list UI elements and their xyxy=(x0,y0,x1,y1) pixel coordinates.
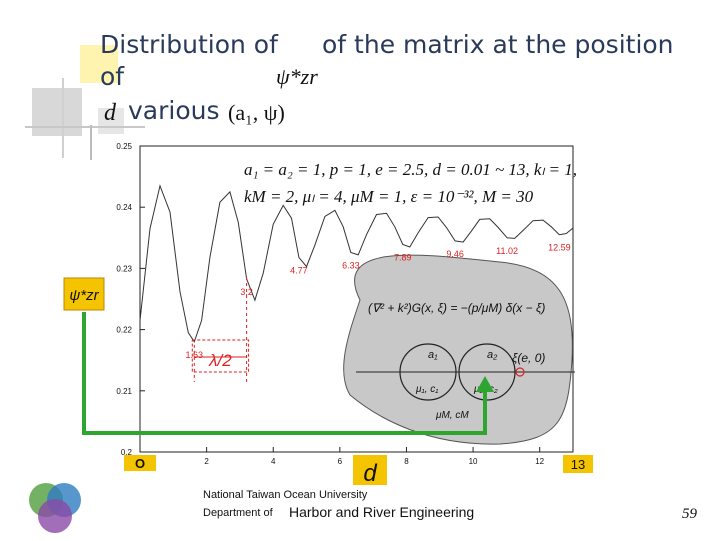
left-axis-symbol: ψ*zr xyxy=(69,287,99,304)
x-tick-label: 8 xyxy=(404,457,409,466)
decor-square-gray xyxy=(32,88,82,136)
trough-label: 12.59 xyxy=(548,243,571,253)
params-line2: kM = 2, μₗ = 4, μM = 1, ε = 10⁻³², M = 3… xyxy=(244,187,534,206)
series-line xyxy=(139,184,574,343)
x-symbol-label: d xyxy=(363,460,377,487)
title-symbol: ψ*zr xyxy=(276,64,318,89)
x-origin-box xyxy=(124,455,156,471)
title-line1b: of the matrix at the position xyxy=(322,30,674,59)
inset-a2: a₂ xyxy=(487,349,498,361)
decor-square-lightgray xyxy=(98,108,124,134)
x-tick-label: 4 xyxy=(271,457,276,466)
title-d: d xyxy=(104,100,116,126)
trough-label: 9.46 xyxy=(446,249,464,259)
footer-dept-prefix: Department of xyxy=(203,507,273,519)
y-tick-label: 0.23 xyxy=(116,264,132,273)
decor-vline xyxy=(62,78,64,158)
half-wave-box xyxy=(191,339,250,373)
inset-source: ξ(e, 0) xyxy=(512,351,545,365)
y-tick-label: 0.22 xyxy=(116,326,132,335)
decor-hline xyxy=(25,126,145,128)
params-line1: a₁ = a₂ = 1, p = 1, e = 2.5, d = 0.01 ~ … xyxy=(244,160,578,179)
trough-label: 11.02 xyxy=(496,246,518,256)
footer-dept: Harbor and River Engineering xyxy=(289,504,475,520)
x-tick-label: 10 xyxy=(469,457,478,466)
green-arrowhead xyxy=(476,376,494,392)
y-tick-label: 0.2 xyxy=(121,448,133,457)
title-line1a: Distribution of xyxy=(100,30,278,59)
inset-region xyxy=(343,254,573,445)
inset-muM: μM, cM xyxy=(435,410,469,421)
title-pair: (a₁, ψ) xyxy=(228,100,285,125)
left-symbol-box xyxy=(63,277,105,311)
trough-label: 7.89 xyxy=(394,253,412,263)
trough-label: 4.77 xyxy=(290,265,308,275)
inset-equation: (∇² + k²)G(x, ξ) = −(p/μM) δ(x − ξ) xyxy=(368,301,545,315)
y-tick-label: 0.25 xyxy=(116,142,132,151)
university-logo xyxy=(20,478,90,536)
inset-a1: a₁ xyxy=(428,349,438,361)
title-line3: various xyxy=(128,96,220,125)
x-tick-label: 6 xyxy=(338,457,343,466)
trough-label: 6.33 xyxy=(342,260,360,270)
trough-label: 1.63 xyxy=(186,350,204,360)
y-tick-label: 0.24 xyxy=(116,203,132,212)
x-end-box xyxy=(563,455,593,473)
x-tick-label: 12 xyxy=(535,457,544,466)
inset-source-marker xyxy=(515,367,525,377)
decor-square-yellow xyxy=(80,45,118,83)
x-end-label: 13 xyxy=(571,457,585,472)
x-symbol-box xyxy=(353,455,387,485)
footer-university: National Taiwan Ocean University xyxy=(203,489,368,501)
x-origin-label: O xyxy=(135,456,145,471)
inset-mu1: μ₁, c₁ xyxy=(415,384,438,395)
page-number: 59 xyxy=(682,506,697,522)
y-tick-label: 0.21 xyxy=(116,387,132,396)
x-tick-label: 2 xyxy=(204,457,209,466)
green-arrow-path xyxy=(82,312,487,435)
decor-vline-2 xyxy=(90,125,92,160)
half-wave-label: λ/2 xyxy=(208,351,232,370)
title-line2: of xyxy=(100,62,125,91)
